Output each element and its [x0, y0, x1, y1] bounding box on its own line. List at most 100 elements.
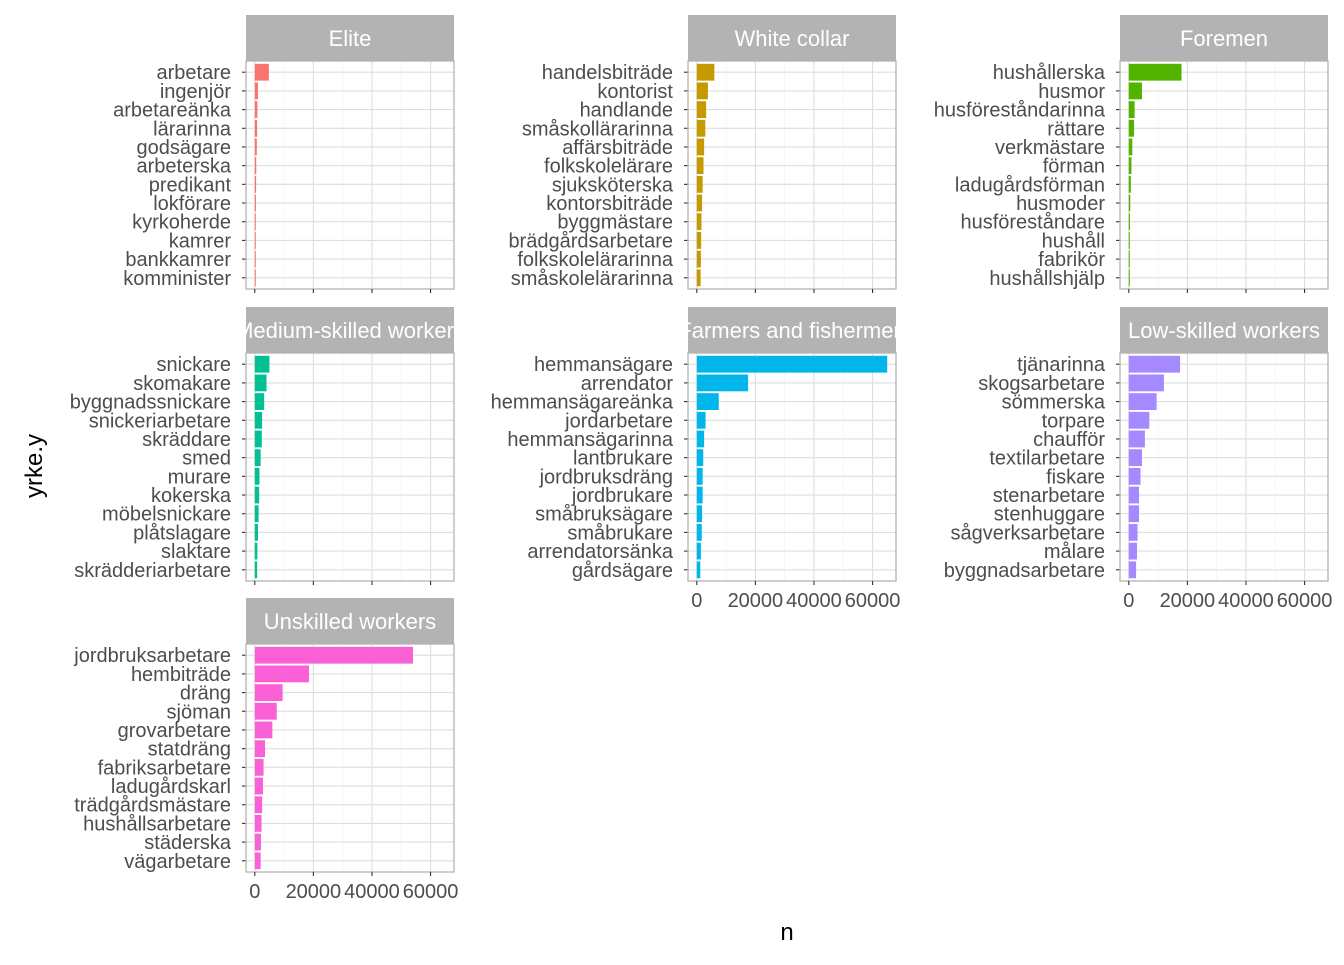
y-tick-label: hembiträde [131, 664, 231, 686]
y-axis-title: yrke.y [21, 434, 48, 498]
bar [254, 505, 259, 523]
y-tick-label: skräddare [142, 429, 231, 451]
bar [1128, 138, 1133, 156]
y-tick-label: torpare [1042, 410, 1105, 432]
bar [696, 63, 715, 81]
y-tick-label: komminister [123, 268, 231, 290]
x-tick-label: 0 [249, 881, 260, 903]
panel-border [245, 352, 455, 582]
y-tick-label: arbetare [157, 62, 232, 84]
x-tick-label: 20000 [728, 590, 784, 612]
y-tick-label: handlande [580, 100, 673, 122]
bar [254, 374, 267, 392]
y-tick-label: städerska [144, 832, 232, 854]
facet-panel: Farmers and fishermenhemmansägarearrenda… [491, 307, 901, 612]
bar [1128, 467, 1141, 485]
bar [696, 524, 702, 541]
bar [254, 852, 261, 870]
y-tick-label: smed [182, 448, 231, 470]
y-tick-label: jordbruksarbetare [73, 645, 231, 667]
y-tick-label: murare [168, 466, 231, 488]
x-tick-label: 20000 [1160, 590, 1216, 612]
y-tick-label: grovarbetare [118, 720, 231, 742]
y-tick-label: slaktare [161, 541, 231, 563]
bar [254, 561, 258, 579]
bar [1128, 355, 1181, 373]
bar [254, 684, 283, 701]
y-tick-label: folkskolelärare [544, 156, 673, 178]
facet-strip-label: White collar [735, 26, 850, 51]
y-tick-label: ladugårdskarl [111, 776, 231, 798]
bar [696, 101, 707, 118]
y-tick-label: arrendator [581, 373, 674, 395]
y-tick-label: skogsarbetare [978, 373, 1105, 395]
y-tick-label: hemmansägarinna [507, 429, 674, 451]
bar [696, 393, 719, 410]
bar [1128, 374, 1164, 392]
y-tick-label: snickare [157, 354, 231, 376]
bar [696, 411, 706, 429]
bar [254, 833, 261, 851]
y-tick-label: kokerska [151, 485, 232, 507]
x-tick-label: 60000 [403, 881, 459, 903]
y-tick-label: hushållsarbetare [83, 813, 231, 835]
facet-panel: White collar handelsbiträdekontoristhandl… [508, 15, 897, 293]
y-tick-label: textilarbetare [989, 448, 1105, 470]
facet-strip [246, 598, 454, 644]
panel-border [687, 60, 897, 290]
bar [696, 269, 701, 287]
facet-strip-label: Medium-skilled workers [235, 318, 465, 343]
facet-panel: Low-skilled workers tjänarinnaskogsarbeta… [944, 307, 1332, 612]
panel-border [1119, 352, 1329, 582]
bar [696, 232, 702, 249]
bar [254, 269, 256, 287]
facet-panel: Unskilled workers jordbruksarbetarehembit… [73, 598, 458, 903]
facet-strip-label: Foremen [1180, 26, 1268, 51]
panel-background [246, 353, 454, 581]
y-tick-label: byggnadsarbetare [944, 560, 1105, 582]
y-tick-label: arrendatorsänka [527, 541, 674, 563]
bar [254, 646, 413, 664]
bar [696, 467, 703, 485]
facet-strip [688, 15, 896, 61]
y-tick-label: sågverksarbetare [950, 522, 1105, 544]
facet-strip [246, 15, 454, 61]
y-tick-label: jordbrukare [571, 485, 673, 507]
x-tick-label: 60000 [845, 590, 901, 612]
bar [254, 82, 259, 100]
bar [1128, 232, 1130, 249]
bar [254, 815, 262, 832]
bar [254, 467, 260, 485]
bar [1128, 269, 1130, 287]
bar [254, 430, 262, 448]
bar [254, 194, 256, 212]
bar [254, 740, 266, 758]
facet-panel: Elite arbetareingenjörarbetareänkalärarin… [113, 15, 455, 293]
y-tick-label: arbetareänka [113, 100, 232, 122]
facet-panel: Medium-skilled workerssnickareskomakareb… [70, 307, 465, 585]
y-tick-label: byggnadssnickare [70, 392, 231, 414]
y-tick-label: hushållshjälp [989, 268, 1105, 290]
bar [1128, 524, 1138, 541]
bar [254, 63, 269, 81]
bar [696, 194, 703, 212]
y-tick-label: småbruksägare [535, 504, 673, 526]
bar [1128, 250, 1130, 268]
y-tick-label: ingenjör [160, 81, 232, 103]
bar [696, 119, 706, 137]
panel-border [245, 643, 455, 873]
y-tick-label: hemmansägare [534, 354, 673, 376]
bar [696, 505, 703, 523]
panel-border [1119, 60, 1329, 290]
y-tick-label: kontorist [597, 81, 673, 103]
y-tick-label: rättare [1047, 118, 1105, 140]
bar [1128, 561, 1137, 579]
bar [254, 665, 309, 683]
y-tick-label: kamrer [169, 230, 232, 252]
facet-strip [688, 307, 896, 353]
panel-border [687, 352, 897, 582]
y-tick-label: fabriksarbetare [98, 757, 231, 779]
bar [696, 213, 702, 231]
